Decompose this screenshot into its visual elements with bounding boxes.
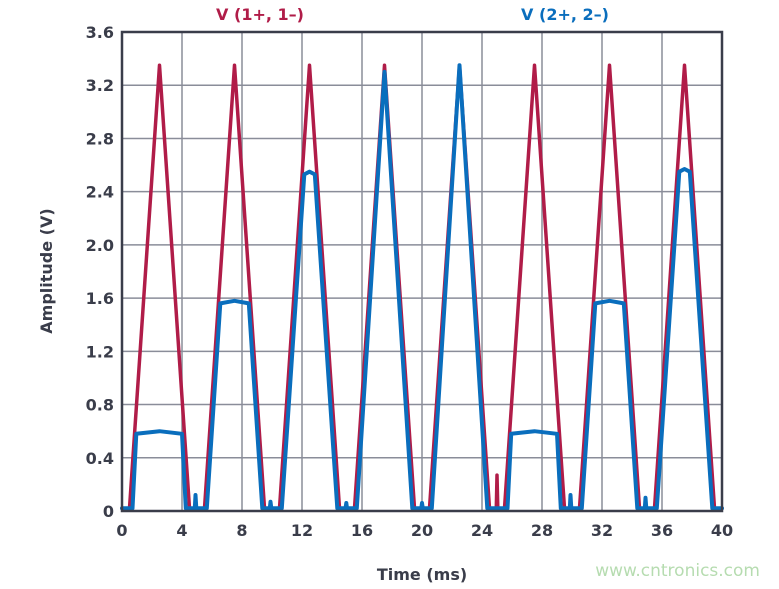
y-tick-label: 1.6 — [86, 289, 114, 308]
x-tick-label: 24 — [471, 521, 493, 540]
y-tick-label: 0 — [103, 502, 114, 521]
x-tick-label: 28 — [531, 521, 553, 540]
y-tick-labels: 0 0.4 0.8 1.2 1.6 2.0 2.4 2.8 3.2 3.6 — [86, 23, 114, 521]
x-axis-label: Time (ms) — [377, 565, 467, 584]
y-tick-label: 2.4 — [86, 183, 114, 202]
x-tick-label: 20 — [411, 521, 433, 540]
legend-series-2: V (2+, 2–) — [521, 5, 609, 24]
plot-frame — [120, 30, 724, 513]
y-tick-label: 0.8 — [86, 396, 114, 415]
x-tick-label: 4 — [176, 521, 187, 540]
x-tick-label: 0 — [116, 521, 127, 540]
x-tick-label: 16 — [351, 521, 373, 540]
y-tick-label: 2.8 — [86, 129, 114, 148]
x-tick-label: 12 — [291, 521, 313, 540]
x-tick-label: 32 — [591, 521, 613, 540]
y-tick-label: 0.4 — [86, 449, 114, 468]
y-axis-label: Amplitude (V) — [37, 208, 56, 333]
y-tick-label: 3.6 — [86, 23, 114, 42]
x-tick-labels: 0 4 8 12 16 20 24 28 32 36 40 — [116, 521, 733, 540]
legend-series-1: V (1+, 1–) — [216, 5, 304, 24]
y-tick-label: 1.2 — [86, 342, 114, 361]
series-line-2 — [120, 63, 724, 511]
x-tick-label: 40 — [711, 521, 733, 540]
x-tick-label: 8 — [236, 521, 247, 540]
y-tick-label: 3.2 — [86, 76, 114, 95]
series-lines — [120, 63, 724, 511]
watermark: www.cntronics.com — [595, 561, 760, 581]
x-tick-label: 36 — [651, 521, 673, 540]
y-tick-label: 2.0 — [86, 236, 114, 255]
